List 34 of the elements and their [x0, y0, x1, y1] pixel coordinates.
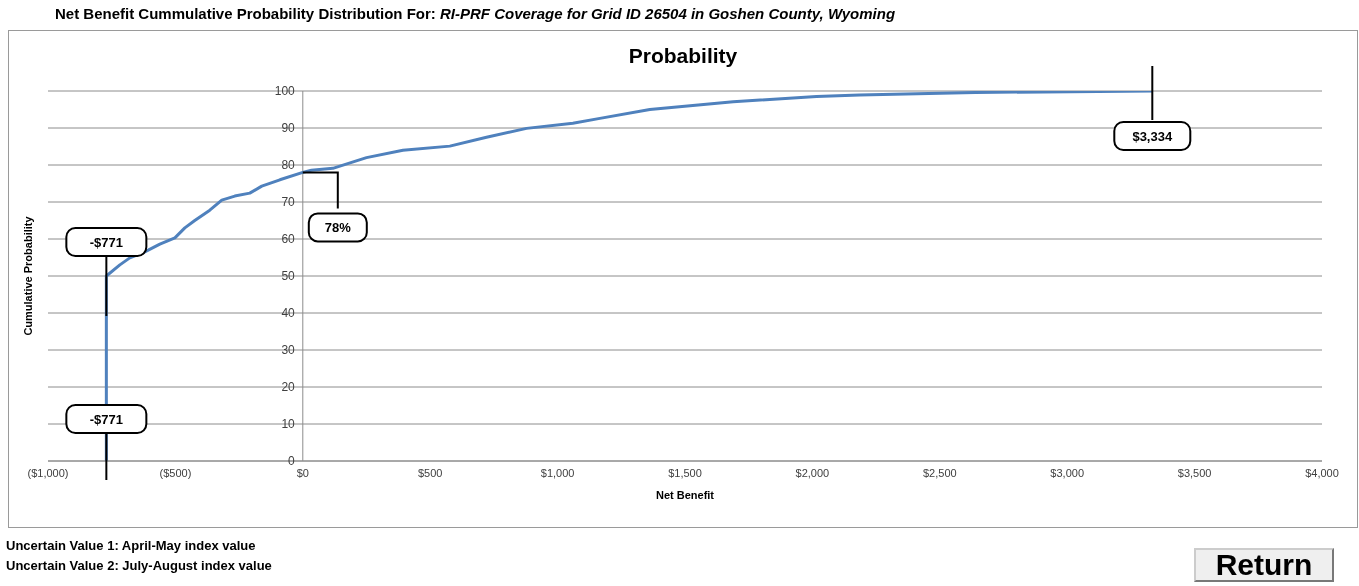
y-tick-label: 50 [281, 269, 296, 284]
x-tick-label: $500 [417, 466, 443, 479]
chart-subtitle: RI-PRF Coverage for Grid ID 26504 in Goshen County, Wyoming [440, 5, 896, 22]
x-tick-label: $4,000 [1305, 466, 1339, 479]
y-tick-label: 30 [281, 343, 296, 358]
x-tick-label: $1,000 [540, 466, 575, 479]
text: Probability [627, 44, 739, 68]
x-tick-label: ($500) [159, 466, 192, 479]
y-tick-label: 70 [281, 195, 296, 210]
annotation: $3,334 [1132, 129, 1173, 144]
x-tick-label: $2,000 [795, 466, 830, 479]
x-tick-label: $1,500 [668, 466, 702, 479]
chart-title: Net Benefit Cummulative Probability Distribution For: [55, 5, 436, 22]
y-tick-label: 20 [281, 380, 296, 395]
y-tick-label: 90 [281, 121, 296, 136]
annotation: -$771 [89, 412, 123, 427]
y-tick-label: 80 [281, 158, 296, 173]
text: Return [1194, 548, 1334, 582]
x-tick-label: ($1,000) [27, 466, 69, 479]
x-axis-title: Net Benefit [655, 489, 715, 501]
y-tick-label: 40 [281, 306, 296, 321]
x-tick-label: $3,500 [1177, 466, 1212, 479]
y-tick-label: 0 [288, 454, 296, 469]
annotation: 78% [324, 220, 352, 236]
x-tick-label: $0 [296, 466, 309, 479]
y-tick-label: 10 [281, 417, 296, 432]
y-axis-title: Cumulative Probability [22, 216, 34, 336]
annotation: -$771 [89, 235, 123, 250]
y-tick-label: 100 [274, 84, 296, 99]
text: Uncertain Value 2: July-August index value [6, 558, 272, 573]
text: Uncertain Value 1: April-May index value [6, 538, 256, 553]
y-tick-label: 60 [281, 232, 296, 247]
x-tick-label: $3,000 [1050, 466, 1085, 479]
x-tick-label: $2,500 [922, 466, 957, 479]
